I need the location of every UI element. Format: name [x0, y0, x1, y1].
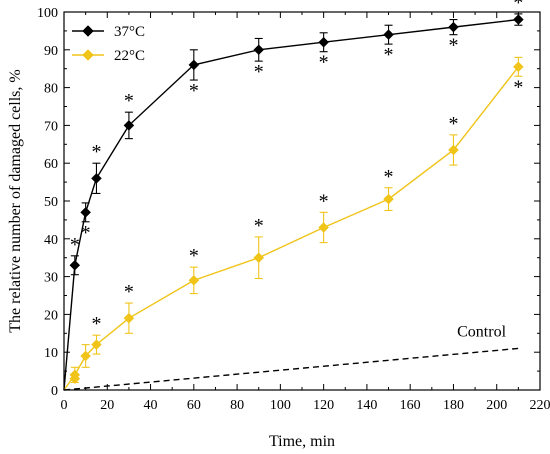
legend-marker: [82, 25, 94, 37]
significance-star: *: [81, 222, 91, 244]
series-line-0: [63, 18, 519, 391]
data-point: [123, 120, 135, 131]
y-tick-label: 70: [44, 119, 58, 134]
y-tick-label: 20: [44, 308, 58, 323]
y-tick-label: 50: [44, 195, 58, 210]
axes: [63, 11, 541, 391]
legend-label: 22°C: [114, 48, 145, 64]
x-tick-label: 220: [530, 398, 550, 413]
significance-stars: **** ** * * **********: [70, 0, 524, 335]
y-axis-title: The relative number of damaged cells, %: [7, 69, 24, 332]
data-point: [253, 252, 265, 264]
significance-star: *: [254, 215, 264, 237]
x-tick-label: 80: [230, 398, 244, 413]
x-tick-label: 140: [356, 398, 377, 413]
y-tick-label: 90: [44, 44, 58, 59]
significance-star: *: [91, 141, 101, 163]
y-tick-label: 10: [44, 346, 58, 361]
series-markers: [69, 14, 524, 385]
significance-star: *: [448, 113, 458, 135]
x-tick-label: 160: [400, 398, 421, 413]
x-tick-label: 0: [61, 398, 68, 413]
x-tick-label: 20: [100, 398, 114, 413]
data-point: [91, 339, 102, 350]
significance-star: *: [70, 234, 80, 256]
data-point: [383, 193, 394, 205]
data-point: [91, 172, 102, 184]
significance-star: *: [384, 44, 394, 66]
x-tick-label: 180: [443, 398, 464, 413]
significance-star: *: [254, 61, 264, 83]
data-point: [80, 206, 91, 218]
series-line-2: [63, 347, 519, 391]
significance-star: *: [189, 245, 199, 267]
data-point: [513, 14, 524, 25]
significance-star: *: [448, 35, 458, 57]
x-tick-label: 120: [313, 398, 334, 413]
significance-star: *: [513, 0, 523, 14]
x-tick-label: 60: [187, 398, 201, 413]
significance-star: *: [91, 313, 101, 335]
legend-marker: [82, 49, 94, 61]
x-tick-label: 40: [144, 398, 158, 413]
significance-star: *: [319, 52, 329, 74]
data-point: [383, 29, 394, 41]
data-point: [318, 36, 329, 48]
tick-labels: 0 20 40 60 80 100 120 140 160 180 200 220 0 10 20 30 40 5…: [37, 6, 550, 413]
data-point: [513, 61, 524, 73]
data-point: [318, 222, 329, 233]
data-point: [69, 373, 81, 385]
y-tick-label: 30: [44, 271, 58, 286]
significance-star: *: [319, 190, 329, 212]
data-point: [69, 259, 81, 271]
x-axis-title: Time, min: [269, 433, 335, 450]
y-tick-label: 40: [44, 233, 58, 248]
data-point: [448, 21, 459, 33]
y-tick-label: 100: [37, 6, 58, 21]
y-tick-label: 60: [44, 157, 58, 172]
significance-star: *: [189, 80, 199, 102]
x-tick-label: 200: [486, 398, 507, 413]
data-point: [188, 275, 200, 286]
data-point: [123, 312, 135, 324]
error-bars: [70, 13, 523, 383]
significance-star: *: [124, 90, 134, 112]
series-lines: [63, 18, 519, 391]
legend: 37°C 22°C: [72, 24, 145, 64]
y-tick-label: 80: [44, 82, 58, 97]
significance-star: *: [124, 281, 134, 303]
significance-star: *: [384, 166, 394, 188]
data-point: [188, 59, 200, 71]
y-tick-label: 0: [51, 384, 58, 399]
significance-star: *: [513, 76, 523, 98]
x-tick-label: 100: [270, 398, 291, 413]
control-label: Control: [457, 323, 506, 340]
data-point: [80, 350, 91, 362]
data-point: [448, 144, 459, 156]
legend-label: 37°C: [114, 24, 145, 40]
data-point: [253, 44, 265, 56]
